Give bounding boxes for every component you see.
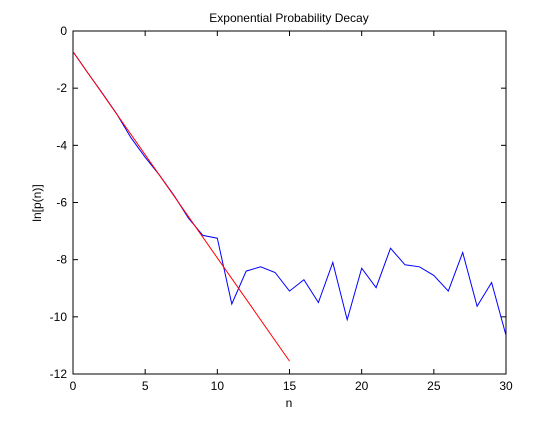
y-tick-label: -2 <box>56 81 67 95</box>
x-tick-label: 5 <box>142 379 149 393</box>
x-axis-label: n <box>286 396 293 410</box>
plot-area <box>72 30 507 375</box>
y-tick-label: -8 <box>56 253 67 267</box>
y-tick-label: 0 <box>60 24 67 38</box>
x-tick-label: 20 <box>355 379 369 393</box>
y-tick-label: -10 <box>50 310 68 324</box>
series <box>72 51 507 362</box>
x-tick-label: 25 <box>427 379 441 393</box>
series-line-1 <box>72 51 507 336</box>
y-tick-label: -4 <box>56 138 67 152</box>
x-tick-label: 15 <box>283 379 297 393</box>
y-axis-label: ln[p(n)] <box>30 184 44 221</box>
y-tick-label: -6 <box>56 196 67 210</box>
chart-title: Exponential Probability Decay <box>209 11 368 25</box>
x-ticks: 0 5 10 15 20 25 30 <box>70 31 513 393</box>
x-tick-label: 0 <box>70 379 77 393</box>
x-tick-label: 30 <box>499 379 513 393</box>
x-tick-label: 10 <box>211 379 225 393</box>
y-tick-label: -12 <box>50 367 68 381</box>
y-ticks: 0 -2 -4 -6 -8 -10 -12 <box>50 24 506 381</box>
series-line-2 <box>72 51 290 362</box>
